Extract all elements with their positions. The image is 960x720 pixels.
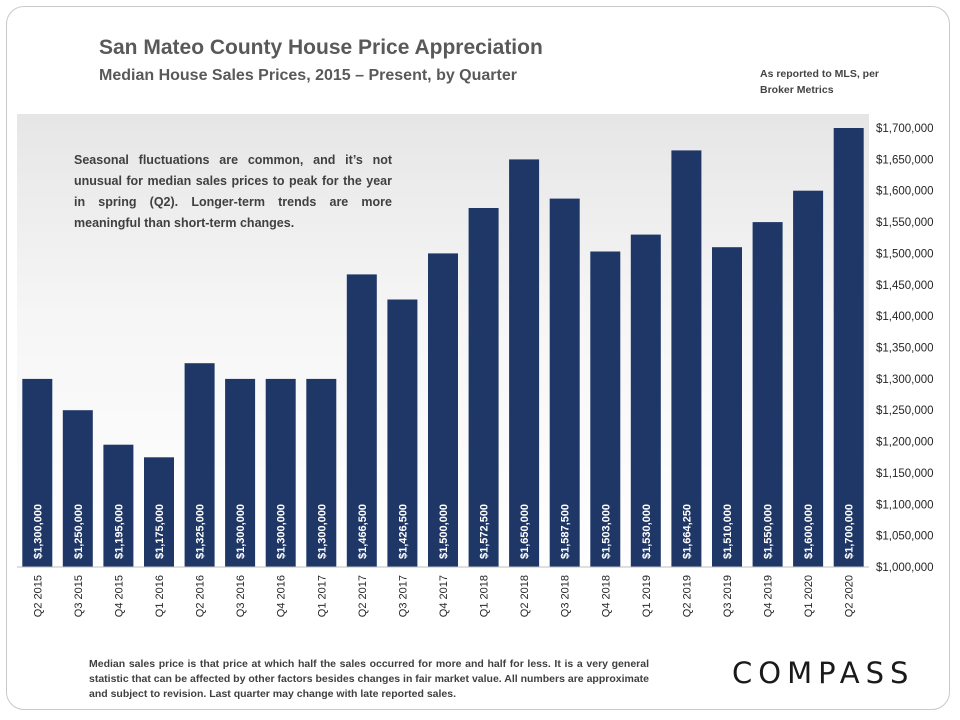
source-note: As reported to MLS, per Broker Metrics bbox=[760, 68, 880, 96]
chart-title: San Mateo County House Price Appreciatio… bbox=[99, 36, 543, 59]
y-tick-label: $1,000,000 bbox=[876, 562, 934, 574]
y-tick-label: $1,400,000 bbox=[876, 311, 934, 323]
x-tick-label: Q2 2017 bbox=[357, 575, 369, 617]
x-tick-label: Q3 2019 bbox=[722, 575, 734, 617]
y-tick-label: $1,350,000 bbox=[876, 343, 934, 355]
y-tick-label: $1,300,000 bbox=[876, 374, 934, 386]
x-tick-label: Q1 2020 bbox=[803, 575, 815, 617]
x-tick-label: Q3 2015 bbox=[73, 575, 85, 617]
bar bbox=[103, 444, 134, 567]
bar bbox=[630, 234, 661, 567]
x-tick-label: Q2 2016 bbox=[195, 575, 207, 617]
bar bbox=[428, 253, 458, 567]
y-tick-label: $1,450,000 bbox=[876, 280, 934, 292]
x-tick-label: Q4 2016 bbox=[276, 575, 288, 617]
y-tick-label: $1,700,000 bbox=[876, 123, 934, 135]
x-tick-label: Q4 2015 bbox=[113, 575, 125, 617]
bar-value-label: $1,510,000 bbox=[722, 504, 734, 559]
bar-value-label: $1,650,000 bbox=[519, 504, 531, 559]
y-tick-label: $1,600,000 bbox=[876, 186, 934, 198]
bar bbox=[712, 247, 742, 567]
x-tick-label: Q2 2018 bbox=[519, 575, 531, 617]
footnote: Median sales price is that price at whic… bbox=[89, 658, 649, 700]
bar-value-label: $1,700,000 bbox=[844, 504, 856, 559]
bar-value-label: $1,300,000 bbox=[235, 504, 247, 559]
y-tick-label: $1,100,000 bbox=[876, 499, 934, 511]
bar-value-label: $1,550,000 bbox=[763, 504, 775, 559]
bar bbox=[833, 128, 864, 567]
x-tick-label: Q1 2018 bbox=[479, 575, 491, 617]
bar-value-label: $1,503,000 bbox=[600, 504, 612, 559]
bar bbox=[306, 378, 337, 567]
x-tick-label: Q3 2016 bbox=[235, 575, 247, 617]
x-tick-label: Q2 2015 bbox=[32, 575, 44, 617]
bar-value-label: $1,587,500 bbox=[560, 504, 572, 559]
chart-annotation: Seasonal fluctuations are common, and it… bbox=[74, 153, 392, 230]
x-tick-label: Q4 2019 bbox=[763, 575, 775, 617]
bar-value-label: $1,195,000 bbox=[113, 504, 125, 559]
bar bbox=[184, 363, 215, 567]
x-tick-label: Q4 2017 bbox=[438, 575, 450, 617]
y-tick-label: $1,150,000 bbox=[876, 468, 934, 480]
bar bbox=[22, 378, 53, 567]
bar bbox=[752, 222, 783, 567]
bar-value-label: $1,300,000 bbox=[276, 504, 288, 559]
y-tick-label: $1,500,000 bbox=[876, 248, 934, 260]
y-tick-label: $1,550,000 bbox=[876, 217, 934, 229]
bar-value-label: $1,500,000 bbox=[438, 504, 450, 559]
y-tick-label: $1,650,000 bbox=[876, 154, 934, 166]
bar-value-label: $1,572,500 bbox=[479, 504, 491, 559]
bar-value-label: $1,600,000 bbox=[803, 504, 815, 559]
x-tick-label: Q4 2018 bbox=[600, 575, 612, 617]
bar bbox=[468, 208, 499, 567]
bar bbox=[549, 198, 580, 567]
bar bbox=[346, 274, 377, 567]
bar-value-label: $1,466,500 bbox=[357, 504, 369, 559]
x-tick-label: Q2 2019 bbox=[681, 575, 693, 617]
y-tick-label: $1,250,000 bbox=[876, 405, 934, 417]
bar bbox=[671, 150, 702, 567]
bar-value-label: $1,300,000 bbox=[316, 504, 328, 559]
x-tick-label: Q2 2020 bbox=[844, 575, 856, 617]
bar-value-label: $1,175,000 bbox=[154, 504, 166, 559]
bar-value-label: $1,300,000 bbox=[32, 504, 44, 559]
x-tick-label: Q1 2017 bbox=[316, 575, 328, 617]
bar bbox=[387, 299, 418, 567]
bar-value-label: $1,426,500 bbox=[397, 504, 409, 559]
x-tick-label: Q1 2019 bbox=[641, 575, 653, 617]
bar bbox=[590, 251, 621, 567]
x-tick-label: Q3 2018 bbox=[560, 575, 572, 617]
compass-logo: COMPASS bbox=[732, 656, 915, 690]
x-tick-label: Q3 2017 bbox=[397, 575, 409, 617]
bar bbox=[265, 378, 296, 567]
y-tick-label: $1,050,000 bbox=[876, 531, 934, 543]
bar-value-label: $1,664,250 bbox=[681, 504, 693, 559]
chart-subtitle: Median House Sales Prices, 2015 – Presen… bbox=[99, 67, 517, 84]
bar-value-label: $1,250,000 bbox=[73, 504, 85, 559]
y-tick-label: $1,200,000 bbox=[876, 437, 934, 449]
bar bbox=[225, 378, 256, 567]
bar bbox=[144, 457, 174, 568]
bar-value-label: $1,530,000 bbox=[641, 504, 653, 559]
bar-value-label: $1,325,000 bbox=[195, 504, 207, 559]
x-tick-label: Q1 2016 bbox=[154, 575, 166, 617]
bar bbox=[509, 159, 540, 567]
bar bbox=[62, 410, 93, 567]
bar bbox=[793, 190, 824, 567]
